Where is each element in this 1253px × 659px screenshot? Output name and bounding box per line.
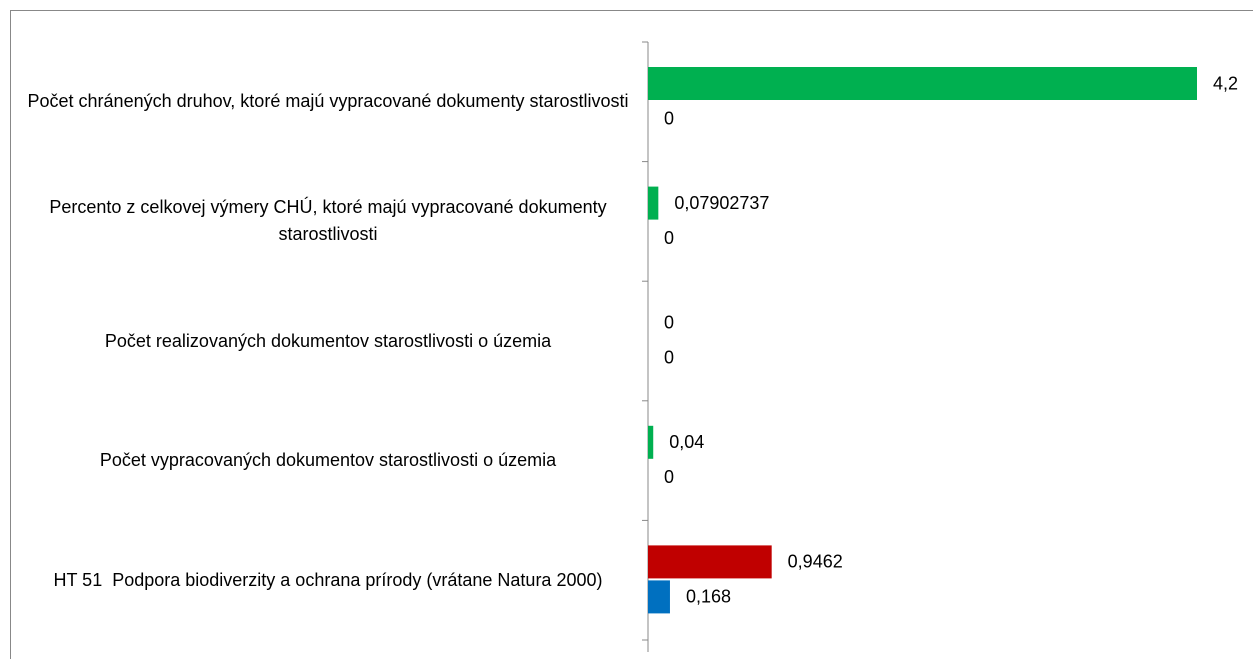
data-label: 0 [664,312,674,332]
bar [648,580,670,614]
category-label: Počet vypracovaných dokumentov starostli… [99,450,557,471]
data-label: 0,04 [669,432,704,452]
bar [648,425,654,459]
data-label: 0,9462 [788,552,843,572]
category-label: Počet chránených druhov, ktoré majú vypr… [27,91,629,112]
data-label: 0 [664,467,674,487]
chart-border [10,10,1253,659]
bar [648,545,772,579]
data-label: 4,2 [1213,73,1238,93]
data-label: 0,168 [686,587,731,607]
category-label: HT 51 Podpora biodiverzity a ochrana prí… [53,569,603,590]
category-label: Počet realizovaných dokumentov starostli… [104,330,552,351]
bar [648,67,1197,100]
bar [648,186,659,220]
category-label: Percento z celkovej výmery CHÚ, ktoré ma… [49,197,612,245]
data-label: 0 [664,108,674,128]
data-label: 0 [664,228,674,248]
data-label: 0 [664,347,674,367]
data-label: 0,07902737 [674,193,769,213]
